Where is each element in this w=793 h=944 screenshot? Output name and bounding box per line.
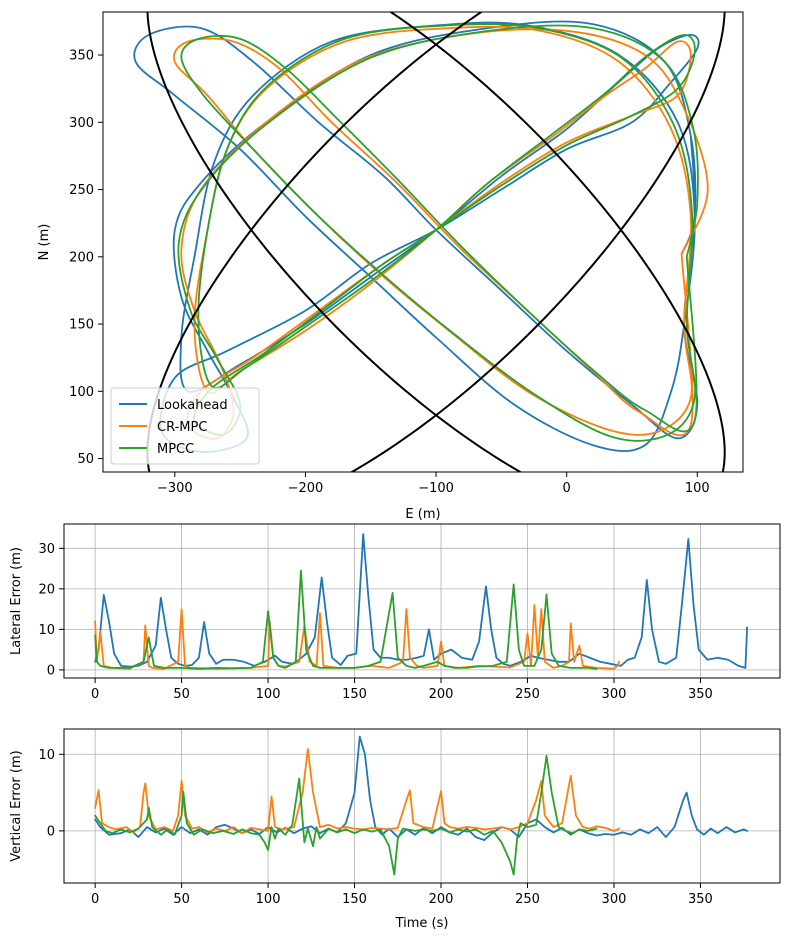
- vertical-error-series-cr-mpc: [94, 748, 621, 835]
- lateral-error-xtick-label: 100: [256, 687, 281, 702]
- legend-label-mpcc: MPCC: [157, 442, 194, 457]
- lateral-error-xtick-label: 200: [429, 687, 454, 702]
- vertical-error-xtick-label: 50: [173, 892, 190, 907]
- trajectory-ytick-label: 100: [69, 385, 94, 400]
- vertical-error-xlabel: Time (s): [395, 916, 449, 931]
- trajectory-series-mpcc: [177, 23, 699, 442]
- lateral-error-frame: [63, 523, 781, 679]
- lateral-error-series-mpcc: [94, 569, 598, 670]
- lateral-error-xtick-label: 300: [602, 687, 627, 702]
- vertical-error-xtick-label: 200: [429, 892, 454, 907]
- trajectory-ytick-label: 200: [69, 250, 94, 265]
- trajectory-ytick-label: 250: [69, 183, 94, 198]
- vertical-error-series-mpcc: [94, 754, 598, 876]
- lateral-error-chart: 0 50 100 150 200 250 300 350 0 10 20 30 Lateral Erro…: [9, 523, 781, 702]
- trajectory-xtick-label: −100: [418, 481, 454, 496]
- lateral-error-ytick-label: 20: [38, 582, 55, 597]
- legend-label-cr-mpc: CR-MPC: [157, 420, 207, 435]
- lateral-error-ytick-label: 0: [47, 663, 55, 678]
- legend-label-lookahead: Lookahead: [157, 398, 228, 413]
- trajectory-xtick-label: 0: [563, 481, 571, 496]
- trajectory-chart: −300 −200 −100 0 100 50 100 150 200 250 300 350 E (m…: [37, 11, 744, 522]
- vertical-error-ylabel: Vertical Error (m): [9, 750, 24, 861]
- vertical-error-frame: [63, 728, 781, 884]
- legend: Lookahead CR-MPC MPCC: [110, 387, 260, 465]
- trajectory-frame: [102, 11, 744, 473]
- trajectory-ytick-label: 300: [69, 116, 94, 131]
- vertical-error-chart: 0 50 100 150 200 250 300 350 0 10 Time (s) Vertical…: [9, 728, 781, 931]
- lateral-error-ylabel: Lateral Error (m): [9, 547, 24, 655]
- lateral-error-ytick-label: 10: [38, 623, 55, 638]
- lateral-error-plot-area: [94, 533, 749, 670]
- vertical-error-xtick-label: 0: [91, 892, 99, 907]
- vertical-error-plot-area: [94, 735, 749, 876]
- lateral-error-xtick-label: 150: [342, 687, 367, 702]
- lateral-error-xtick-label: 350: [688, 687, 713, 702]
- trajectory-xtick-label: −300: [157, 481, 193, 496]
- lateral-error-xtick-label: 50: [173, 687, 190, 702]
- legend-box: [110, 387, 260, 465]
- vertical-error-xtick-label: 300: [602, 892, 627, 907]
- vertical-error-xtick-label: 100: [256, 892, 281, 907]
- reference-ellipse-2: [146, 12, 726, 472]
- lateral-error-ytick-label: 30: [38, 542, 55, 557]
- trajectory-ytick-label: 350: [69, 49, 94, 64]
- trajectory-plot-area: [133, 12, 726, 472]
- trajectory-ytick-label: 50: [77, 452, 94, 467]
- trajectory-ytick-label: 150: [69, 318, 94, 333]
- vertical-error-series-lookahead: [94, 735, 749, 841]
- trajectory-xtick-label: 100: [685, 481, 710, 496]
- trajectory-xtick-label: −200: [288, 481, 324, 496]
- vertical-error-xtick-label: 350: [688, 892, 713, 907]
- lateral-error-xtick-label: 250: [515, 687, 540, 702]
- vertical-error-ytick-label: 0: [47, 824, 55, 839]
- trajectory-ylabel: N (m): [37, 224, 52, 261]
- vertical-error-xtick-label: 250: [515, 892, 540, 907]
- lateral-error-xtick-label: 0: [91, 687, 99, 702]
- reference-ellipse-1: [146, 12, 726, 472]
- vertical-error-ytick-label: 10: [38, 748, 55, 763]
- lateral-error-series-lookahead: [94, 533, 749, 669]
- vertical-error-xtick-label: 150: [342, 892, 367, 907]
- trajectory-xlabel: E (m): [405, 507, 440, 522]
